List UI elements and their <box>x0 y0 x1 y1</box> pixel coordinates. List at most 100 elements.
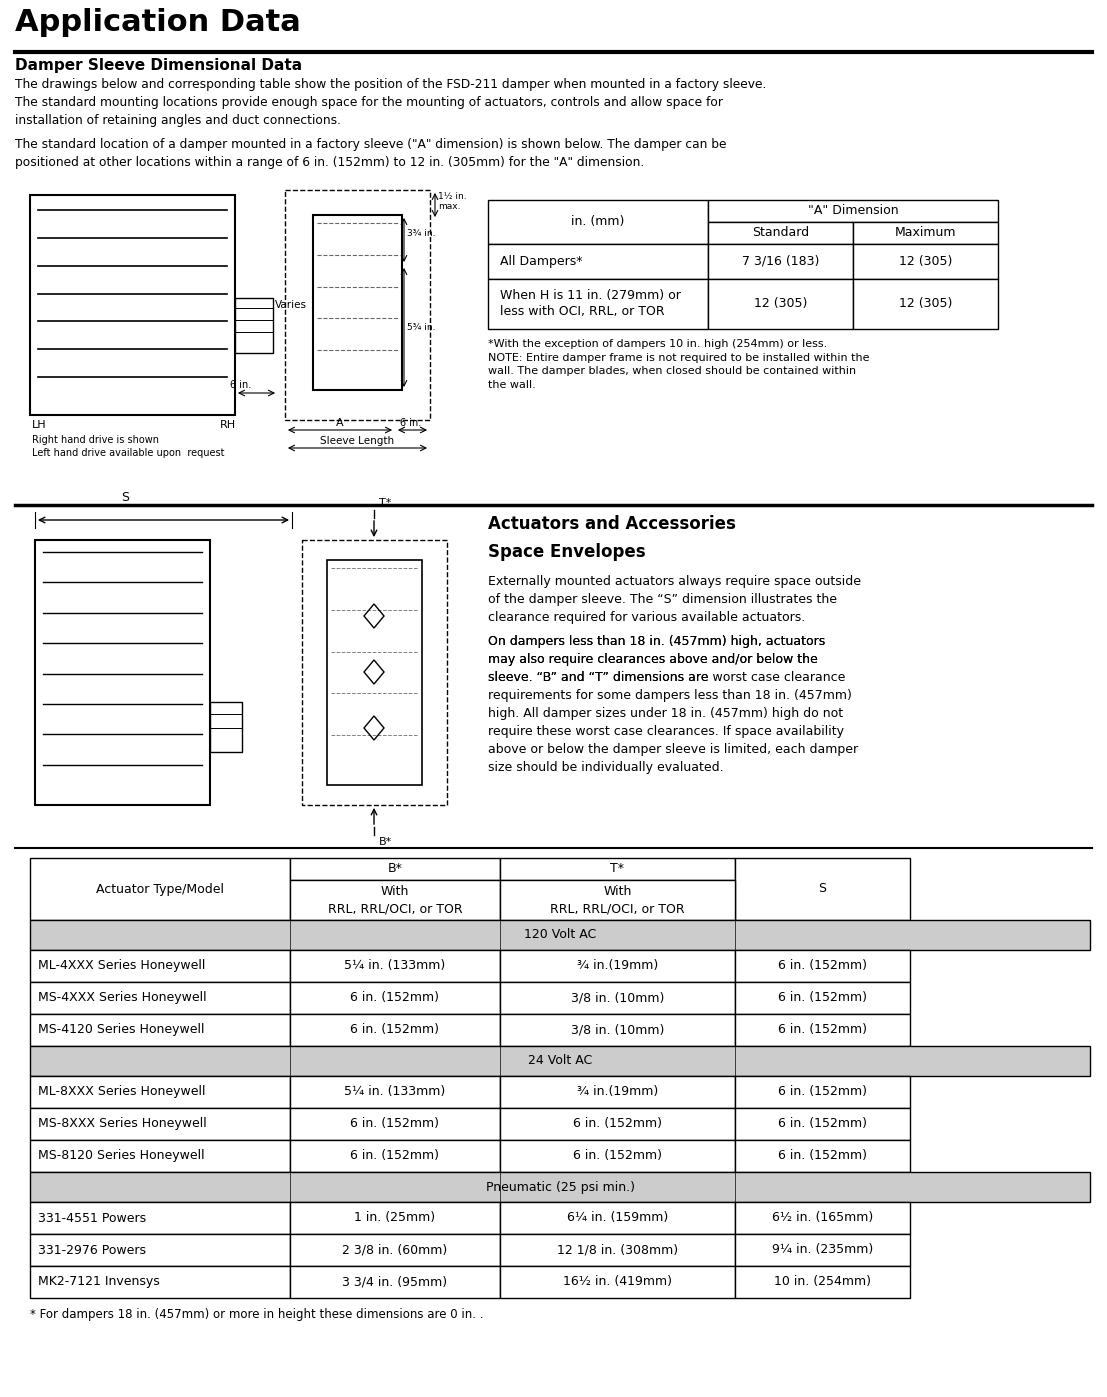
Text: S: S <box>121 490 130 504</box>
Text: 6 in. (152mm): 6 in. (152mm) <box>351 1118 439 1130</box>
Text: 6 in. (152mm): 6 in. (152mm) <box>351 992 439 1004</box>
Text: 6 in. (152mm): 6 in. (152mm) <box>778 1150 867 1162</box>
Bar <box>708 279 853 330</box>
Bar <box>35 541 210 805</box>
Bar <box>708 244 853 279</box>
Text: 6 in.: 6 in. <box>400 418 422 427</box>
Text: MS-4XXX Series Honeywell: MS-4XXX Series Honeywell <box>38 992 207 1004</box>
Text: 3/8 in. (10mm): 3/8 in. (10mm) <box>571 992 664 1004</box>
Bar <box>290 880 500 921</box>
Text: The standard location of a damper mounted in a factory sleeve ("A" dimension) is: The standard location of a damper mounte… <box>15 138 726 169</box>
Bar <box>30 982 290 1014</box>
Bar <box>327 560 422 785</box>
Bar <box>488 200 708 244</box>
Bar <box>735 1076 910 1108</box>
Text: Actuator Type/Model: Actuator Type/Model <box>96 883 224 895</box>
Text: 120 Volt AC: 120 Volt AC <box>524 929 597 942</box>
Text: 6½ in. (165mm): 6½ in. (165mm) <box>772 1211 873 1225</box>
Bar <box>30 1266 290 1298</box>
Text: 6 in. (152mm): 6 in. (152mm) <box>778 1024 867 1037</box>
Text: Damper Sleeve Dimensional Data: Damper Sleeve Dimensional Data <box>15 59 302 73</box>
Text: 12 (305): 12 (305) <box>899 256 952 268</box>
Text: 331-2976 Powers: 331-2976 Powers <box>38 1243 146 1256</box>
Bar <box>30 1108 290 1140</box>
Bar <box>500 858 735 880</box>
Text: 6 in. (152mm): 6 in. (152mm) <box>351 1024 439 1037</box>
Bar <box>735 1140 910 1172</box>
Bar <box>210 703 242 752</box>
Text: A: A <box>337 418 344 427</box>
Bar <box>500 1108 735 1140</box>
Bar <box>488 279 708 330</box>
Text: 6¼ in. (159mm): 6¼ in. (159mm) <box>567 1211 669 1225</box>
Bar <box>500 880 735 921</box>
Text: 1½ in.
max.: 1½ in. max. <box>438 191 467 211</box>
Bar <box>290 1014 500 1046</box>
Text: 6 in. (152mm): 6 in. (152mm) <box>778 992 867 1004</box>
Bar <box>500 982 735 1014</box>
Text: Pneumatic (25 psi min.): Pneumatic (25 psi min.) <box>486 1180 634 1193</box>
Text: 9¼ in. (235mm): 9¼ in. (235mm) <box>772 1243 873 1256</box>
Bar <box>290 1234 500 1266</box>
Text: "A" Dimension: "A" Dimension <box>808 204 898 218</box>
Text: MS-8120 Series Honeywell: MS-8120 Series Honeywell <box>38 1150 205 1162</box>
Text: 7 3/16 (183): 7 3/16 (183) <box>742 256 819 268</box>
Bar <box>313 215 402 390</box>
Text: 5¼ in. (133mm): 5¼ in. (133mm) <box>344 1085 446 1098</box>
Text: LH: LH <box>32 420 46 430</box>
Polygon shape <box>364 659 384 685</box>
Text: 6 in. (152mm): 6 in. (152mm) <box>351 1150 439 1162</box>
Text: T*: T* <box>379 497 392 509</box>
Text: With
RRL, RRL/OCI, or TOR: With RRL, RRL/OCI, or TOR <box>550 886 685 915</box>
Bar <box>500 1076 735 1108</box>
Bar <box>735 1201 910 1234</box>
Bar <box>853 222 999 244</box>
Text: ML-4XXX Series Honeywell: ML-4XXX Series Honeywell <box>38 960 206 972</box>
Bar <box>30 196 235 415</box>
Text: 24 Volt AC: 24 Volt AC <box>528 1055 592 1067</box>
Bar <box>708 200 999 222</box>
Text: 12 (305): 12 (305) <box>899 298 952 310</box>
Text: MS-4120 Series Honeywell: MS-4120 Series Honeywell <box>38 1024 205 1037</box>
Text: Maximum: Maximum <box>894 226 956 239</box>
Text: 331-4551 Powers: 331-4551 Powers <box>38 1211 146 1225</box>
Text: 12 (305): 12 (305) <box>754 298 807 310</box>
Bar <box>500 1201 735 1234</box>
Bar <box>290 982 500 1014</box>
Bar <box>500 1266 735 1298</box>
Text: 6 in.: 6 in. <box>230 380 251 390</box>
Text: 3 3/4 in. (95mm): 3 3/4 in. (95mm) <box>342 1275 447 1288</box>
Bar <box>488 244 708 279</box>
Text: 5¼ in. (133mm): 5¼ in. (133mm) <box>344 960 446 972</box>
Polygon shape <box>364 717 384 740</box>
Bar <box>30 1046 1090 1076</box>
Bar <box>290 1266 500 1298</box>
Text: On dampers less than 18 in. (457mm) high, actuators
may also require clearances : On dampers less than 18 in. (457mm) high… <box>488 636 825 685</box>
Bar <box>30 1172 1090 1201</box>
Text: 6 in. (152mm): 6 in. (152mm) <box>573 1150 662 1162</box>
Bar <box>290 950 500 982</box>
Bar <box>30 950 290 982</box>
Text: Actuators and Accessories: Actuators and Accessories <box>488 515 736 534</box>
Bar <box>30 921 1090 950</box>
Text: B*: B* <box>379 837 392 847</box>
Bar <box>735 1234 910 1266</box>
Text: 6 in. (152mm): 6 in. (152mm) <box>778 1118 867 1130</box>
Text: With
RRL, RRL/OCI, or TOR: With RRL, RRL/OCI, or TOR <box>328 886 463 915</box>
Bar <box>708 222 853 244</box>
Text: Standard: Standard <box>752 226 809 239</box>
Bar <box>290 1201 500 1234</box>
Text: * For dampers 18 in. (457mm) or more in height these dimensions are 0 in. .: * For dampers 18 in. (457mm) or more in … <box>30 1308 484 1322</box>
Text: MS-8XXX Series Honeywell: MS-8XXX Series Honeywell <box>38 1118 207 1130</box>
Text: All Dampers*: All Dampers* <box>500 256 582 268</box>
Text: S: S <box>818 883 827 895</box>
Bar <box>500 1140 735 1172</box>
Text: 6 in. (152mm): 6 in. (152mm) <box>778 1085 867 1098</box>
Text: T*: T* <box>610 862 624 876</box>
Text: ¾ in.(19mm): ¾ in.(19mm) <box>577 1085 659 1098</box>
Bar <box>30 1140 290 1172</box>
Text: 6 in. (152mm): 6 in. (152mm) <box>573 1118 662 1130</box>
Text: 6 in. (152mm): 6 in. (152mm) <box>778 960 867 972</box>
Bar <box>235 298 273 353</box>
Bar <box>30 1234 290 1266</box>
